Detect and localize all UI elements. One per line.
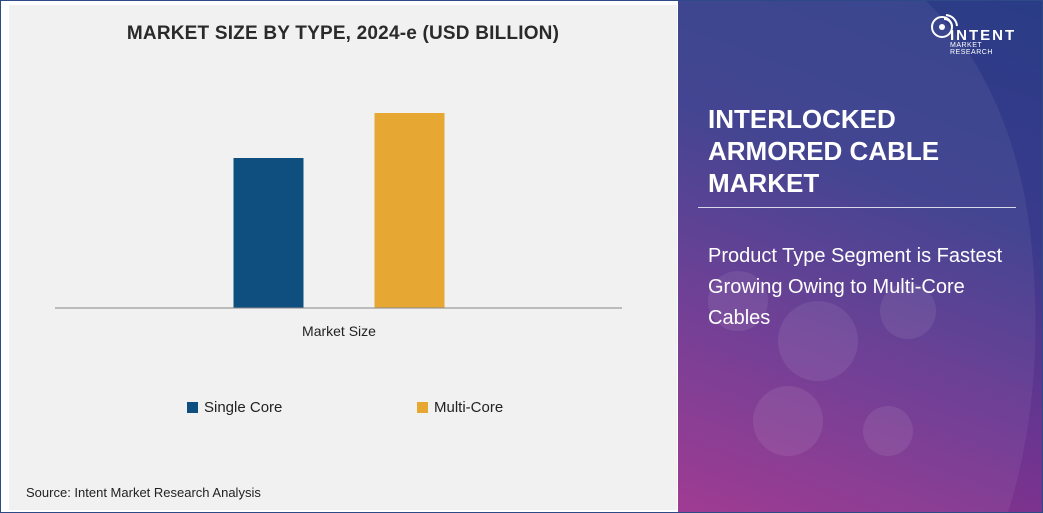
bar-single-core	[233, 158, 304, 308]
source-note: Source: Intent Market Research Analysis	[26, 485, 261, 500]
logo-subtitle: MARKET RESEARCH	[950, 42, 993, 56]
legend-item-single-core: Single Core	[187, 399, 282, 416]
brand-logo: INTENT MARKET RESEARCH	[931, 13, 1024, 56]
intent-logo-icon	[931, 14, 958, 38]
chart-panel: MARKET SIZE BY TYPE, 2024-e (USD BILLION…	[9, 5, 677, 510]
title-divider	[698, 207, 1016, 208]
chart-title: MARKET SIZE BY TYPE, 2024-e (USD BILLION…	[126, 23, 560, 44]
legend-swatch-single-core	[187, 402, 198, 413]
legend-label-single-core: Single Core	[204, 399, 283, 416]
x-tick-label: Market Size	[302, 323, 376, 339]
insight-text: Product Type Segment is Fastest Growing …	[708, 245, 1003, 329]
bar-multi-core	[374, 113, 445, 308]
bars-group	[233, 113, 445, 308]
logo-wordmark: INTENT	[950, 27, 1017, 44]
legend-swatch-multi-core	[417, 402, 428, 413]
panel-background-shape	[678, 1, 1036, 512]
legend-item-multi-core: Multi-Core	[417, 399, 503, 416]
legend-label-multi-core: Multi-Core	[434, 399, 504, 416]
bar-chart: Market Size	[55, 113, 622, 339]
info-panel: INTENT MARKET RESEARCH INTERLOCKED ARMOR…	[678, 1, 1042, 512]
market-title: INTERLOCKED ARMORED CABLE MARKET	[708, 104, 940, 198]
